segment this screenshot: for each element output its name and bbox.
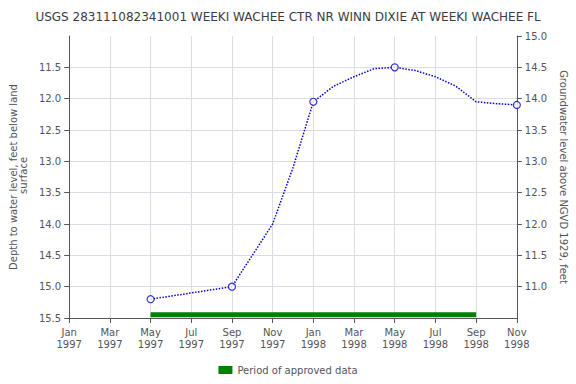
svg-text:Depth to water level, feet bel: Depth to water level, feet below land <box>7 84 19 270</box>
svg-text:11.5: 11.5 <box>39 62 61 73</box>
svg-text:Period of approved data: Period of approved data <box>237 365 357 376</box>
svg-text:1997: 1997 <box>56 339 81 350</box>
svg-text:1997: 1997 <box>260 339 285 350</box>
svg-text:Nov: Nov <box>507 327 527 338</box>
svg-text:Jul: Jul <box>428 327 441 338</box>
svg-text:USGS 283111082341001 WEEKI WAC: USGS 283111082341001 WEEKI WACHEE CTR NR… <box>35 10 541 24</box>
svg-text:15.5: 15.5 <box>39 313 61 324</box>
svg-text:13.5: 13.5 <box>39 187 61 198</box>
svg-text:1998: 1998 <box>301 339 326 350</box>
svg-text:1998: 1998 <box>341 339 366 350</box>
svg-text:13.0: 13.0 <box>39 156 61 167</box>
svg-text:11.0: 11.0 <box>525 281 547 292</box>
svg-text:Mar: Mar <box>345 327 365 338</box>
svg-text:May: May <box>384 327 405 338</box>
svg-text:13.5: 13.5 <box>525 125 547 136</box>
svg-text:Mar: Mar <box>100 327 120 338</box>
svg-text:1997: 1997 <box>219 339 244 350</box>
svg-text:1998: 1998 <box>463 339 488 350</box>
svg-text:15.0: 15.0 <box>39 281 61 292</box>
svg-text:Nov: Nov <box>263 327 283 338</box>
svg-text:12.5: 12.5 <box>525 187 547 198</box>
svg-text:14.0: 14.0 <box>525 93 547 104</box>
svg-text:surface: surface <box>18 157 29 197</box>
svg-text:Sep: Sep <box>223 327 242 338</box>
svg-text:May: May <box>140 327 161 338</box>
svg-text:1998: 1998 <box>382 339 407 350</box>
svg-text:1997: 1997 <box>97 339 122 350</box>
svg-text:14.5: 14.5 <box>39 250 61 261</box>
svg-text:1998: 1998 <box>423 339 448 350</box>
svg-text:1997: 1997 <box>138 339 163 350</box>
svg-text:12.0: 12.0 <box>525 219 547 230</box>
svg-text:Jan: Jan <box>305 327 321 338</box>
svg-text:12.0: 12.0 <box>39 93 61 104</box>
svg-text:1997: 1997 <box>179 339 204 350</box>
svg-text:Jul: Jul <box>184 327 197 338</box>
svg-text:15.0: 15.0 <box>525 31 547 42</box>
svg-text:Sep: Sep <box>467 327 486 338</box>
svg-text:1998: 1998 <box>504 339 529 350</box>
svg-text:Jan: Jan <box>60 327 76 338</box>
svg-text:Groundwater level above NGVD 1: Groundwater level above NGVD 1929, feet <box>558 70 569 284</box>
svg-text:11.5: 11.5 <box>525 250 547 261</box>
svg-text:12.5: 12.5 <box>39 125 61 136</box>
svg-text:14.5: 14.5 <box>525 62 547 73</box>
svg-text:13.0: 13.0 <box>525 156 547 167</box>
svg-text:14.0: 14.0 <box>39 219 61 230</box>
